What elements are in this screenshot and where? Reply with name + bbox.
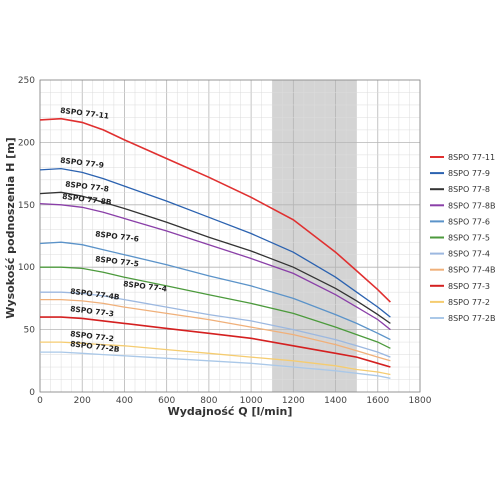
legend-entry: 8SPO 77-8 [448, 185, 490, 194]
curve-label: 8SPO 77-4B [70, 287, 121, 302]
series-line [40, 266, 391, 349]
x-tick-label: 1800 [409, 396, 432, 406]
y-tick-label: 50 [24, 326, 36, 336]
curve-label: 8SPO 77-11 [60, 106, 110, 121]
legend-entry: 8SPO 77-11 [448, 153, 495, 162]
series-line [39, 202, 391, 331]
plot-frame [39, 79, 421, 393]
y-tick-label: 250 [18, 76, 35, 86]
x-axis-title: Wydajność Q [l/min] [168, 405, 293, 418]
series-line [40, 351, 391, 379]
grid [39, 79, 421, 393]
series-line [39, 191, 391, 324]
legend-entry: 8SPO 77-3 [448, 282, 490, 291]
series-line [40, 316, 391, 368]
series-line [39, 167, 391, 318]
legend-entry: 8SPO 77-8B [448, 201, 495, 210]
legend-entry: 8SPO 77-2B [448, 314, 495, 323]
series-line [40, 341, 391, 376]
curve-label: 8SPO 77-4 [123, 279, 168, 293]
series-line [40, 298, 391, 362]
legend-entry: 8SPO 77-5 [448, 234, 490, 243]
x-tick-label: 0 [37, 396, 43, 406]
axes: 0 200 400 600 800 1000 1200 1400 1600 1800 0 50 100 1… [18, 76, 432, 406]
x-tick-label: 1600 [366, 396, 389, 406]
curve-label: 8SPO 77-3 [70, 304, 115, 318]
x-tick-label: 1200 [282, 396, 305, 406]
legend-entry: 8SPO 77-4 [448, 250, 490, 259]
legend-entry: 8SPO 77-4B [448, 266, 495, 275]
legend: 8SPO 77-11 8SPO 77-9 8SPO 77-8 8SPO 77-8B 8S… [430, 153, 495, 323]
series-line [39, 117, 391, 303]
legend-entry: 8SPO 77-6 [448, 217, 490, 226]
curve-label: 8SPO 77-6 [95, 229, 140, 243]
x-tick-label: 800 [200, 396, 217, 406]
legend-entry: 8SPO 77-2 [448, 298, 490, 307]
x-tick-label: 600 [158, 396, 175, 406]
y-tick-label: 0 [29, 388, 35, 398]
legend-entry: 8SPO 77-9 [448, 169, 490, 178]
y-axis-title: Wysokość podnoszenia H [m] [4, 137, 17, 318]
x-tick-label: 400 [116, 396, 133, 406]
y-tick-label: 150 [18, 201, 35, 211]
x-tick-label: 1400 [324, 396, 347, 406]
x-tick-label: 1000 [240, 396, 263, 406]
y-tick-label: 100 [18, 263, 35, 273]
x-tick-label: 200 [74, 396, 91, 406]
series-line [39, 241, 391, 341]
y-tick-label: 200 [18, 138, 35, 148]
series-lines [39, 117, 391, 379]
series-line [40, 291, 391, 358]
